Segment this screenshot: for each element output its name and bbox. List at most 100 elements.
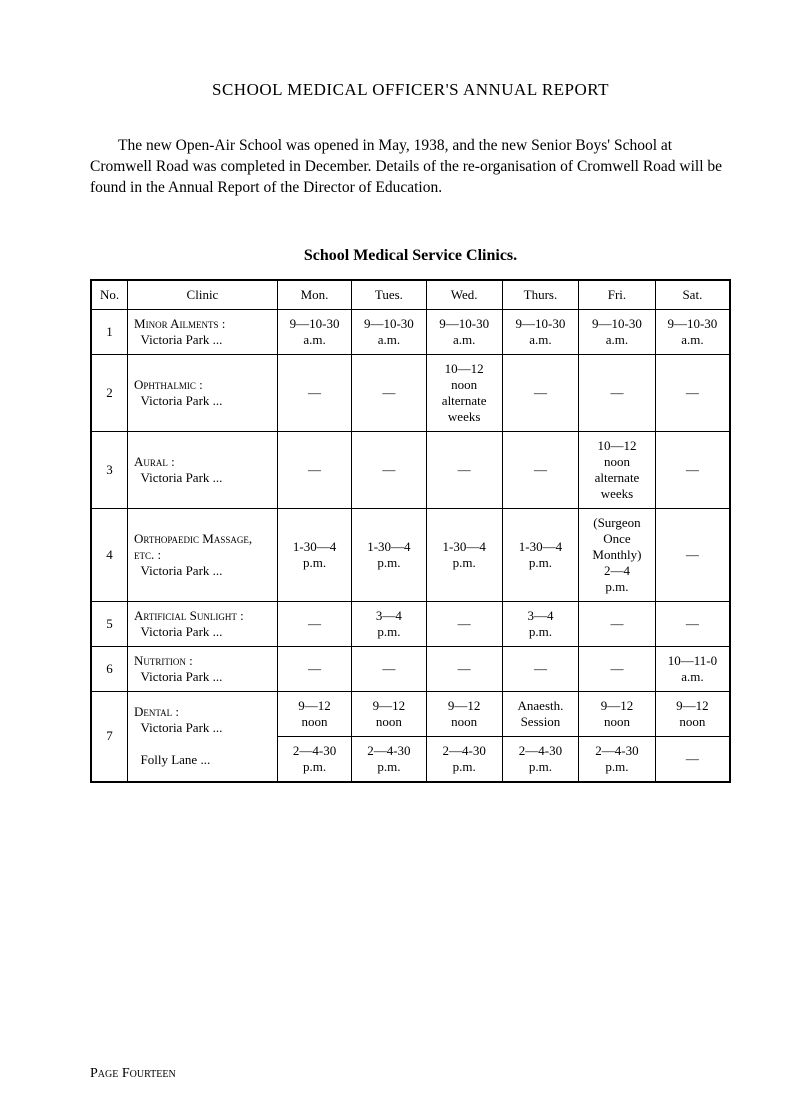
cell-thu: 3—4p.m. (502, 601, 578, 646)
cell-no: 6 (91, 646, 128, 691)
cell-no: 4 (91, 508, 128, 601)
table-row: 7Dental : Victoria Park ... Folly Lane .… (91, 691, 730, 736)
cell-sat: — (655, 736, 730, 782)
cell-no: 2 (91, 354, 128, 431)
cell-fri: — (579, 354, 656, 431)
clinic-extra-label: Folly Lane ... (134, 752, 210, 767)
cell-fri: — (579, 646, 656, 691)
cell-mon: — (277, 646, 351, 691)
cell-tue: 2—4-30p.m. (352, 736, 426, 782)
clinics-table: No. Clinic Mon. Tues. Wed. Thurs. Fri. S… (90, 279, 731, 783)
col-clinic: Clinic (128, 280, 278, 310)
clinic-subtitle: Victoria Park ... (134, 624, 222, 639)
cell-no: 3 (91, 431, 128, 508)
table-row: 6Nutrition : Victoria Park ...—————10—11… (91, 646, 730, 691)
cell-thu: 1-30—4p.m. (502, 508, 578, 601)
clinic-title: Dental : (134, 704, 179, 719)
cell-clinic: Aural : Victoria Park ... (128, 431, 278, 508)
page-footer: Page Fourteen (90, 1066, 176, 1082)
cell-no: 7 (91, 691, 128, 782)
cell-mon: — (277, 354, 351, 431)
cell-clinic: Dental : Victoria Park ... Folly Lane ..… (128, 691, 278, 782)
cell-clinic: Ophthalmic : Victoria Park ... (128, 354, 278, 431)
cell-thu: 9—10-30a.m. (502, 309, 578, 354)
cell-tue: — (352, 431, 426, 508)
cell-mon: 2—4-30p.m. (277, 736, 351, 782)
cell-sat: — (655, 601, 730, 646)
cell-wed: 1-30—4p.m. (426, 508, 502, 601)
table-row: 2Ophthalmic : Victoria Park ...——10—12no… (91, 354, 730, 431)
cell-thu: — (502, 354, 578, 431)
cell-no: 5 (91, 601, 128, 646)
cell-tue: 1-30—4p.m. (352, 508, 426, 601)
cell-fri: — (579, 601, 656, 646)
cell-thu: 2—4-30p.m. (502, 736, 578, 782)
cell-clinic: Artificial Sunlight : Victoria Park ... (128, 601, 278, 646)
cell-mon: 1-30—4p.m. (277, 508, 351, 601)
cell-clinic: Nutrition : Victoria Park ... (128, 646, 278, 691)
table-row: 4Orthopaedic Massage, etc. : Victoria Pa… (91, 508, 730, 601)
table-body: 1Minor Ailments : Victoria Park ...9—10-… (91, 309, 730, 782)
cell-mon: 9—12noon (277, 691, 351, 736)
col-no: No. (91, 280, 128, 310)
cell-clinic: Orthopaedic Massage, etc. : Victoria Par… (128, 508, 278, 601)
cell-sat: — (655, 431, 730, 508)
clinic-subtitle: Victoria Park ... (134, 563, 222, 578)
cell-wed: — (426, 646, 502, 691)
cell-sat: 9—12noon (655, 691, 730, 736)
clinic-title: Nutrition : (134, 653, 193, 668)
clinic-subtitle: Victoria Park ... (134, 669, 222, 684)
cell-tue: — (352, 354, 426, 431)
cell-tue: — (352, 646, 426, 691)
page-title: SCHOOL MEDICAL OFFICER'S ANNUAL REPORT (90, 80, 731, 100)
cell-tue: 9—10-30a.m. (352, 309, 426, 354)
cell-thu: — (502, 431, 578, 508)
cell-clinic: Minor Ailments : Victoria Park ... (128, 309, 278, 354)
col-wed: Wed. (426, 280, 502, 310)
clinic-subtitle: Victoria Park ... (134, 393, 222, 408)
intro-paragraph: The new Open-Air School was opened in Ma… (90, 136, 731, 199)
col-fri: Fri. (579, 280, 656, 310)
table-row: 3Aural : Victoria Park ...————10—12noona… (91, 431, 730, 508)
cell-tue: 3—4p.m. (352, 601, 426, 646)
clinic-subtitle: Victoria Park ... (134, 470, 222, 485)
cell-fri: 2—4-30p.m. (579, 736, 656, 782)
cell-wed: 9—10-30a.m. (426, 309, 502, 354)
table-caption: School Medical Service Clinics. (90, 247, 731, 265)
cell-wed: — (426, 601, 502, 646)
cell-mon: — (277, 431, 351, 508)
cell-mon: — (277, 601, 351, 646)
clinic-title: Ophthalmic : (134, 377, 203, 392)
cell-fri: 9—10-30a.m. (579, 309, 656, 354)
col-sat: Sat. (655, 280, 730, 310)
cell-sat: — (655, 354, 730, 431)
cell-fri: 9—12noon (579, 691, 656, 736)
table-row: 1Minor Ailments : Victoria Park ...9—10-… (91, 309, 730, 354)
clinic-subtitle: Victoria Park ... (134, 332, 222, 347)
col-tue: Tues. (352, 280, 426, 310)
cell-tue: 9—12noon (352, 691, 426, 736)
clinic-title: Orthopaedic Massage, etc. : (134, 531, 252, 562)
page: SCHOOL MEDICAL OFFICER'S ANNUAL REPORT T… (0, 0, 801, 1114)
cell-sat: 9—10-30a.m. (655, 309, 730, 354)
table-row: 5Artificial Sunlight : Victoria Park ...… (91, 601, 730, 646)
cell-wed: 9—12noon (426, 691, 502, 736)
cell-thu: Anaesth.Session (502, 691, 578, 736)
cell-no: 1 (91, 309, 128, 354)
cell-fri: 10—12noonalternateweeks (579, 431, 656, 508)
col-mon: Mon. (277, 280, 351, 310)
clinic-title: Aural : (134, 454, 175, 469)
cell-wed: 2—4-30p.m. (426, 736, 502, 782)
cell-sat: 10—11-0a.m. (655, 646, 730, 691)
col-thu: Thurs. (502, 280, 578, 310)
table-header-row: No. Clinic Mon. Tues. Wed. Thurs. Fri. S… (91, 280, 730, 310)
clinic-subtitle: Victoria Park ... (134, 720, 222, 735)
cell-sat: — (655, 508, 730, 601)
clinic-title: Minor Ailments : (134, 316, 225, 331)
cell-mon: 9—10-30a.m. (277, 309, 351, 354)
cell-wed: 10—12noonalternateweeks (426, 354, 502, 431)
cell-wed: — (426, 431, 502, 508)
clinic-title: Artificial Sunlight : (134, 608, 244, 623)
cell-fri: (SurgeonOnceMonthly)2—4p.m. (579, 508, 656, 601)
cell-thu: — (502, 646, 578, 691)
